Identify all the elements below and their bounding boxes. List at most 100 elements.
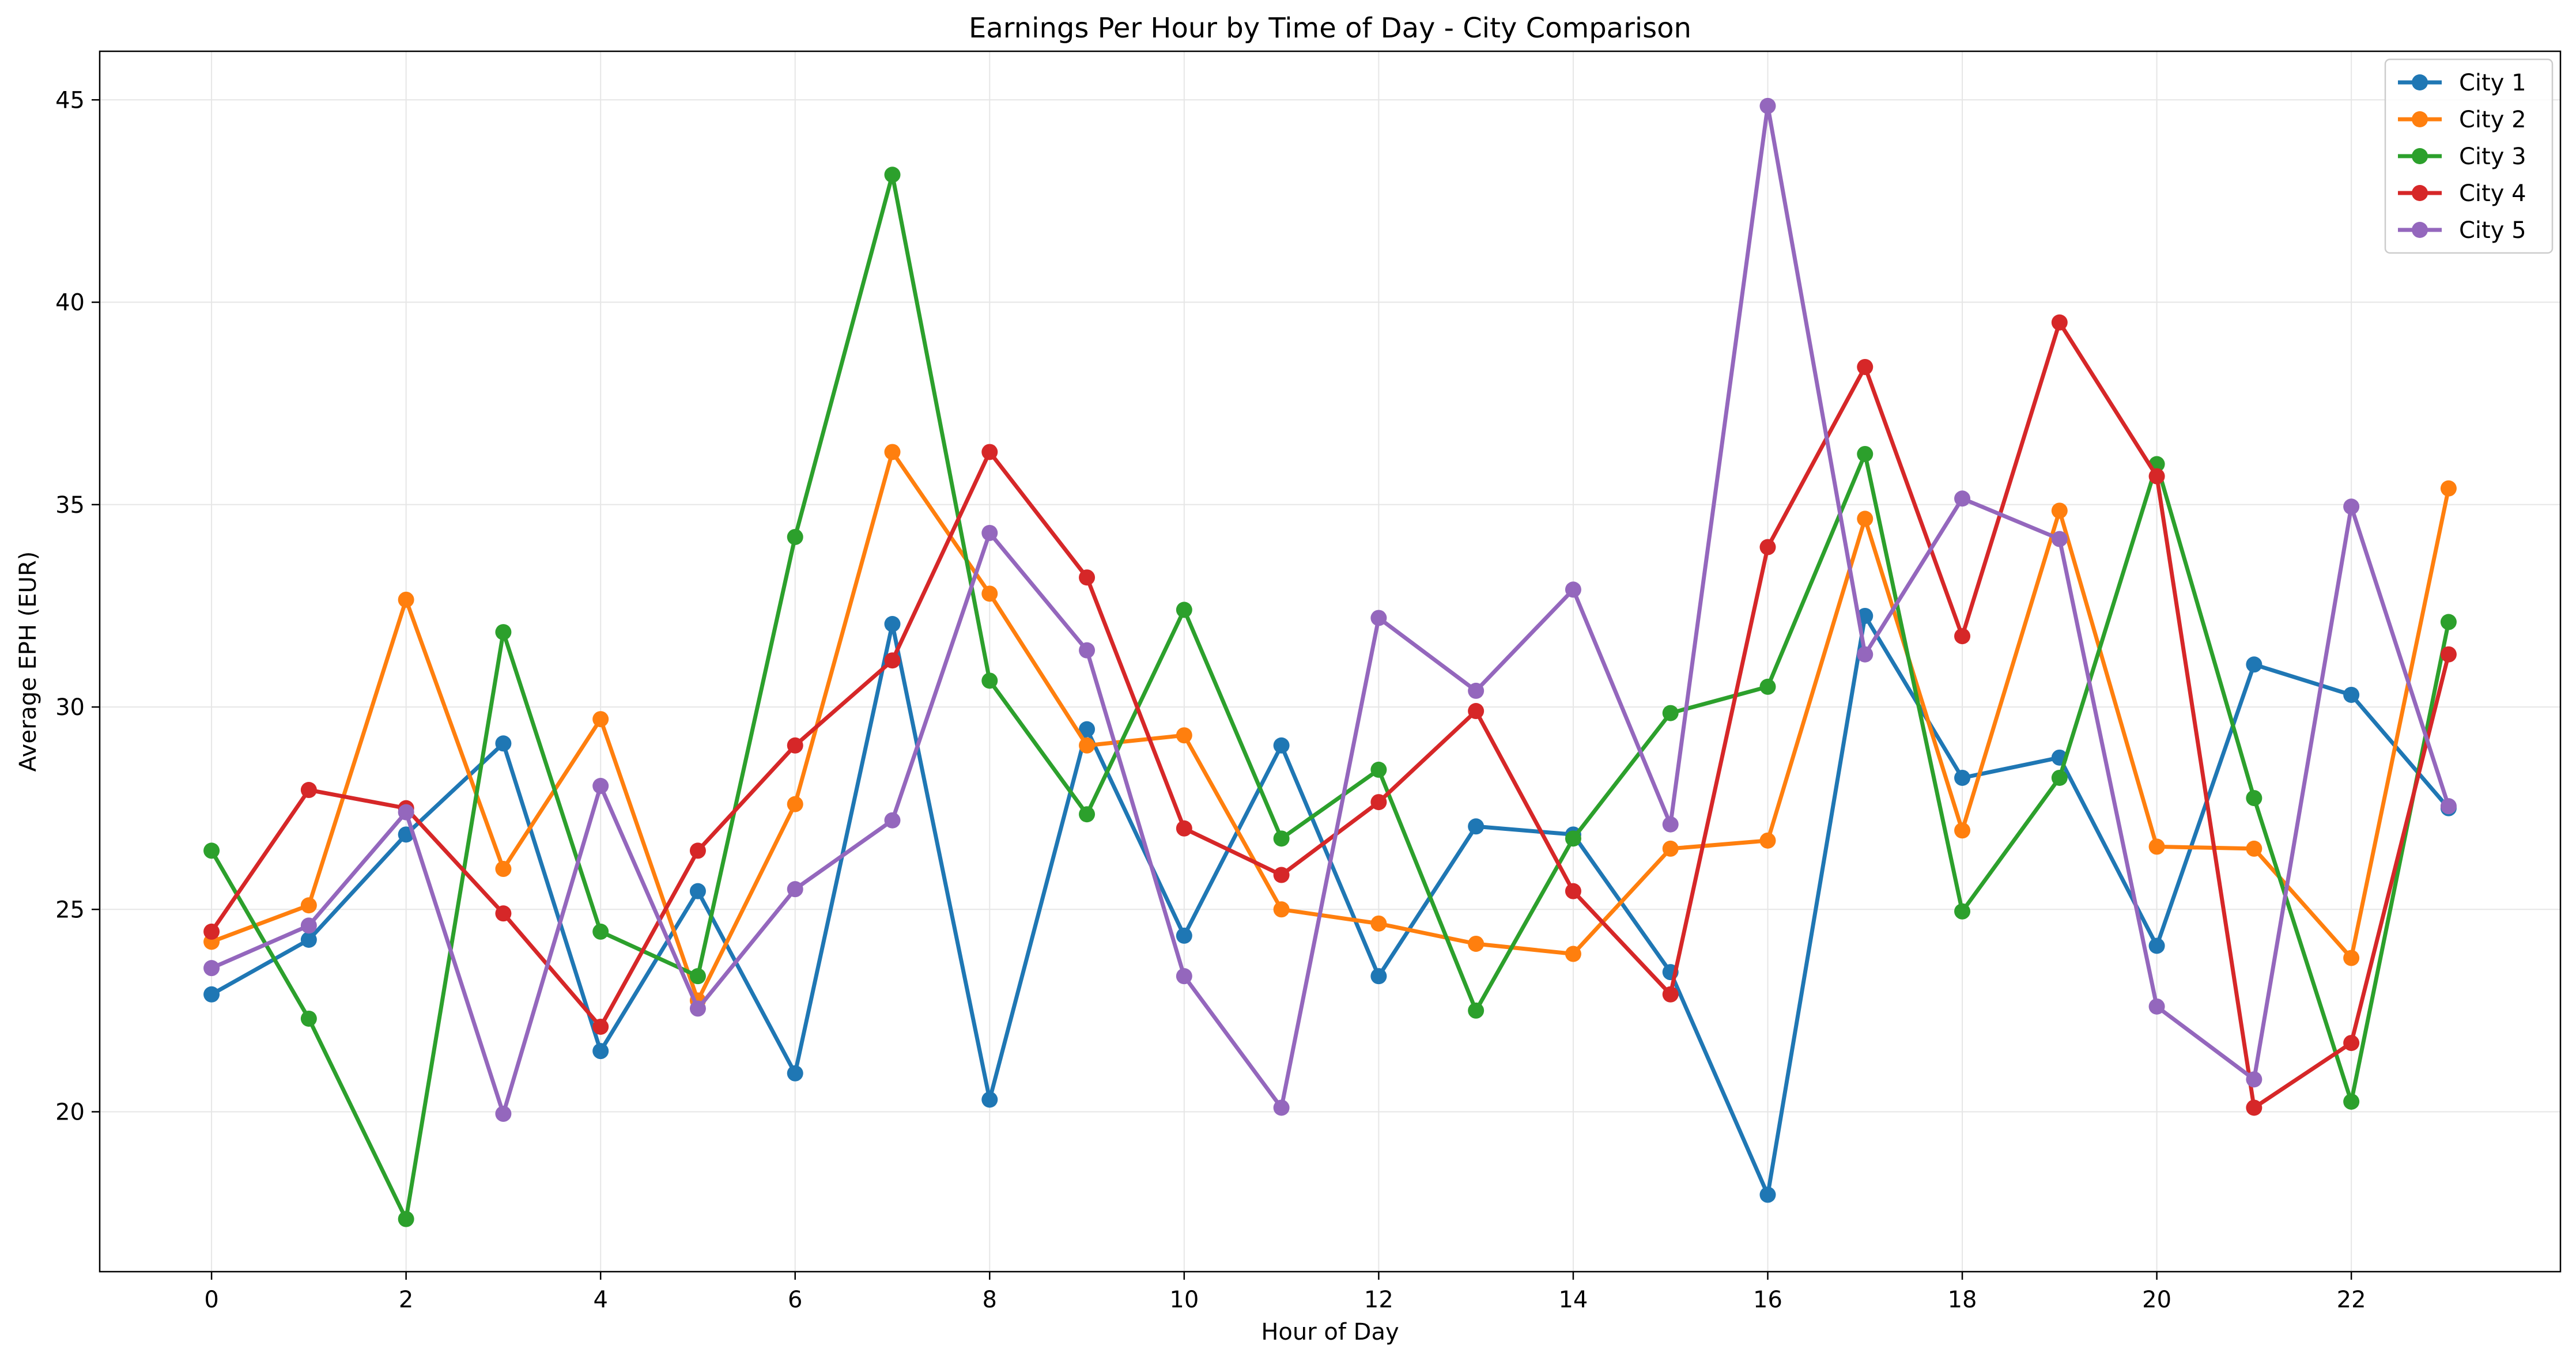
y-tick-label: 25: [55, 897, 85, 923]
x-tick-label: 8: [983, 1287, 997, 1313]
x-tick-label: 0: [204, 1287, 218, 1313]
data-point: [2343, 1035, 2360, 1052]
data-point: [1565, 830, 1581, 847]
data-point: [1370, 794, 1387, 811]
grid-lines: [100, 51, 2560, 1272]
data-point: [787, 528, 803, 545]
data-point: [1176, 968, 1192, 985]
series-lines: [203, 97, 2457, 1227]
data-point: [1565, 581, 1581, 598]
data-point: [495, 735, 512, 752]
series-line: [210, 320, 2451, 1110]
data-point: [398, 1211, 414, 1227]
data-point: [1079, 806, 1096, 823]
x-axis-label: Hour of Day: [1261, 1319, 1399, 1345]
data-point: [1370, 915, 1387, 932]
legend-box: [2384, 58, 2554, 254]
data-point: [1273, 830, 1290, 847]
data-point: [1857, 646, 1874, 663]
data-point: [203, 986, 220, 1003]
data-point: [689, 968, 706, 985]
data-point: [300, 897, 317, 914]
data-point: [2148, 838, 2165, 855]
data-point: [787, 881, 803, 898]
data-point: [2246, 1071, 2263, 1088]
data-point: [2440, 798, 2457, 815]
legend-label: City 4: [2459, 180, 2526, 207]
data-point: [2051, 502, 2068, 519]
data-point: [1759, 539, 1776, 555]
data-point: [300, 1010, 317, 1027]
data-point: [1176, 820, 1192, 837]
plot-area-frame: [99, 50, 2562, 1273]
data-point: [2148, 998, 2165, 1015]
data-point: [689, 842, 706, 859]
data-point: [1079, 642, 1096, 659]
data-point: [981, 672, 998, 689]
data-point: [689, 883, 706, 899]
data-point: [1954, 628, 1971, 645]
data-point: [2246, 1099, 2263, 1116]
data-point: [1468, 703, 1485, 720]
data-point: [1759, 97, 1776, 114]
legend-swatch-marker: [2412, 74, 2428, 90]
data-point: [2343, 1093, 2360, 1110]
data-point: [203, 842, 220, 859]
legend-swatch-marker: [2412, 111, 2428, 127]
legend-label: City 1: [2459, 70, 2526, 96]
data-point: [884, 444, 901, 460]
data-point: [1468, 935, 1485, 952]
data-point: [592, 1043, 609, 1060]
x-tick-label: 6: [788, 1287, 802, 1313]
y-tick-label: 35: [55, 492, 85, 519]
legend-swatch-marker: [2412, 185, 2428, 201]
y-tick-label: 45: [55, 87, 85, 114]
data-point: [2440, 646, 2457, 663]
data-point: [981, 585, 998, 602]
data-point: [495, 1106, 512, 1122]
data-point: [1759, 678, 1776, 695]
data-point: [884, 812, 901, 829]
data-point: [495, 905, 512, 922]
series-3: [203, 167, 2457, 1227]
data-point: [1759, 832, 1776, 849]
data-point: [1273, 901, 1290, 918]
data-point: [2246, 656, 2263, 673]
data-point: [1662, 816, 1679, 833]
data-point: [1857, 358, 1874, 375]
data-point: [2440, 480, 2457, 497]
data-point: [1857, 511, 1874, 527]
data-point: [787, 796, 803, 812]
x-tick-label: 4: [593, 1287, 607, 1313]
data-point: [1468, 682, 1485, 699]
data-point: [2343, 498, 2360, 515]
legend-label: City 3: [2459, 143, 2526, 170]
y-tick-label: 20: [55, 1099, 85, 1126]
data-point: [1370, 610, 1387, 626]
data-point: [1857, 445, 1874, 462]
data-point: [2343, 950, 2360, 966]
data-point: [1954, 822, 1971, 839]
legend-entry: City 4: [2398, 180, 2526, 207]
data-point: [1468, 1002, 1485, 1019]
data-point: [1759, 1186, 1776, 1203]
series-line: [210, 172, 2451, 1222]
data-point: [1954, 490, 1971, 507]
x-tick-label: 18: [1948, 1287, 1977, 1313]
data-point: [787, 1065, 803, 1082]
data-point: [1079, 569, 1096, 586]
data-point: [2051, 769, 2068, 786]
legend-entry: City 1: [2398, 70, 2526, 96]
data-point: [300, 931, 317, 948]
data-point: [981, 444, 998, 460]
data-point: [2343, 686, 2360, 703]
data-point: [1565, 946, 1581, 962]
data-point: [981, 524, 998, 541]
y-tick-label: 40: [55, 290, 85, 316]
series-line: [210, 104, 2451, 1116]
series-2: [203, 444, 2457, 1009]
data-point: [2051, 314, 2068, 331]
data-point: [1079, 721, 1096, 738]
data-point: [1468, 818, 1485, 835]
